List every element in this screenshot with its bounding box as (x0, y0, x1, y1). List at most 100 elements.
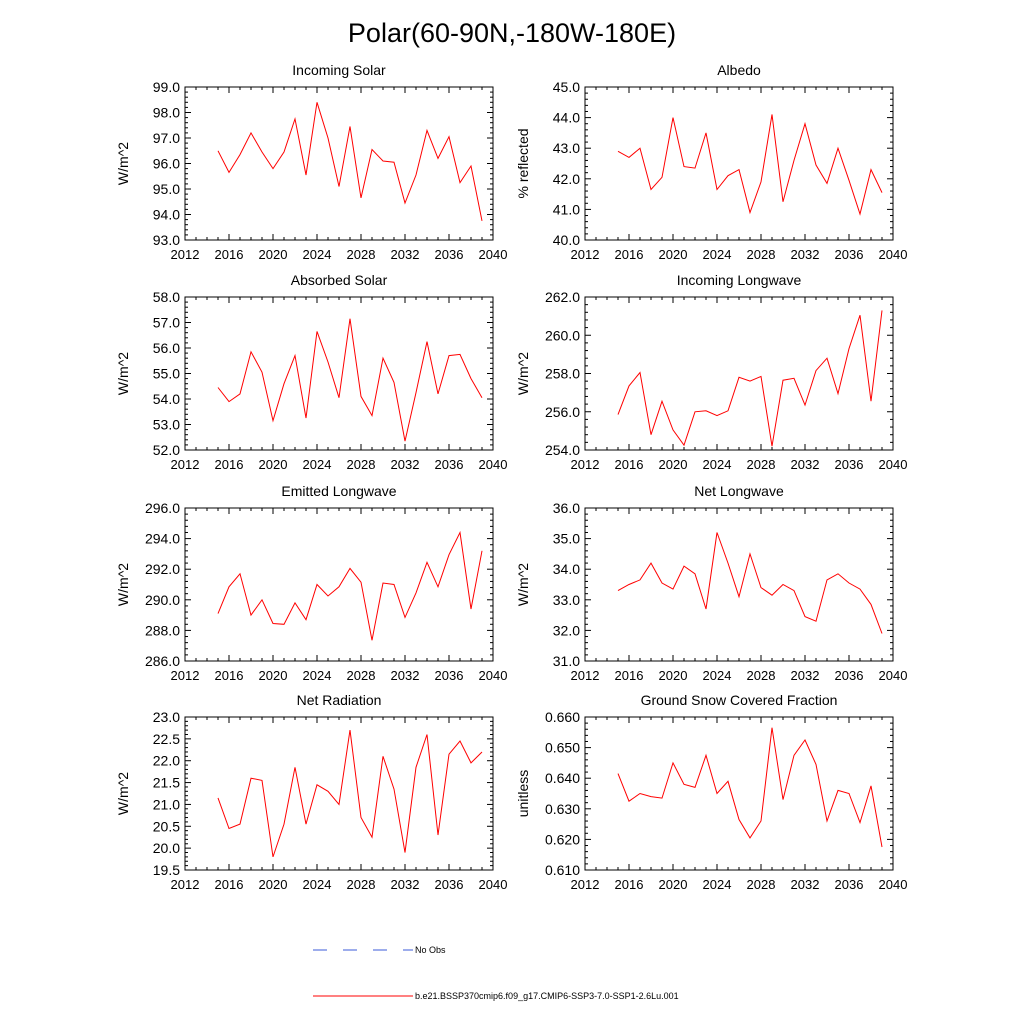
x-tick-label: 2040 (879, 247, 908, 262)
y-tick-label: 0.650 (545, 740, 580, 756)
y-tick-label: 258.0 (545, 366, 580, 382)
y-tick-label: 0.630 (545, 801, 580, 817)
y-tick-label: 22.5 (153, 731, 180, 747)
x-tick-label: 2012 (571, 247, 600, 262)
panel-title: Incoming Solar (292, 62, 386, 78)
series-line (617, 114, 883, 216)
x-tick-label: 2028 (747, 457, 776, 472)
x-tick-label: 2020 (659, 247, 688, 262)
y-tick-label: 262.0 (545, 289, 580, 305)
plot-frame (584, 507, 894, 662)
series-line (617, 532, 883, 634)
y-tick-label: 292.0 (145, 561, 180, 577)
y-tick-label: 288.0 (145, 622, 180, 638)
plot-frame (184, 296, 494, 451)
y-tick-label: 98.0 (153, 105, 180, 121)
series-line (217, 730, 483, 858)
x-tick-label: 2024 (303, 457, 332, 472)
x-tick-label: 2032 (791, 877, 820, 892)
plot-frame (584, 296, 894, 451)
plot-frame (584, 86, 894, 241)
x-tick-label: 2016 (615, 668, 644, 683)
y-tick-label: 0.660 (545, 709, 580, 725)
y-tick-label: 55.0 (153, 366, 180, 382)
x-tick-label: 2024 (703, 247, 732, 262)
x-tick-label: 2020 (259, 668, 288, 683)
panel-title: Absorbed Solar (291, 272, 388, 288)
plot-frame (584, 716, 894, 871)
x-tick-label: 2012 (571, 457, 600, 472)
series-line (217, 102, 483, 221)
y-tick-label: 40.0 (553, 232, 580, 248)
panel-title: Net Longwave (694, 483, 784, 499)
panel-title: Emitted Longwave (281, 483, 396, 499)
x-tick-label: 2028 (347, 457, 376, 472)
x-tick-label: 2012 (171, 877, 200, 892)
x-tick-label: 2016 (215, 877, 244, 892)
x-tick-label: 2036 (835, 247, 864, 262)
x-tick-label: 2024 (303, 247, 332, 262)
y-tick-label: 0.640 (545, 770, 580, 786)
x-tick-label: 2024 (303, 877, 332, 892)
y-tick-label: 58.0 (153, 289, 180, 305)
y-tick-label: 93.0 (153, 232, 180, 248)
x-tick-label: 2028 (747, 668, 776, 683)
panel-title: Ground Snow Covered Fraction (641, 692, 838, 708)
y-tick-label: 56.0 (153, 340, 180, 356)
y-tick-label: 21.0 (153, 796, 180, 812)
y-axis-label: W/m^2 (115, 142, 131, 185)
x-tick-label: 2028 (747, 877, 776, 892)
y-tick-label: 53.0 (153, 417, 180, 433)
y-tick-label: 52.0 (153, 442, 180, 458)
x-tick-label: 2012 (171, 457, 200, 472)
x-tick-label: 2032 (791, 457, 820, 472)
x-tick-label: 2020 (259, 247, 288, 262)
x-tick-label: 2040 (879, 457, 908, 472)
x-tick-label: 2012 (171, 247, 200, 262)
x-tick-label: 2028 (747, 247, 776, 262)
y-tick-label: 97.0 (153, 130, 180, 146)
x-tick-label: 2032 (391, 457, 420, 472)
series-line (217, 318, 483, 442)
y-tick-label: 23.0 (153, 709, 180, 725)
x-tick-label: 2028 (347, 668, 376, 683)
y-axis-label: W/m^2 (515, 352, 531, 395)
x-tick-label: 2040 (479, 457, 508, 472)
y-tick-label: 95.0 (153, 181, 180, 197)
x-tick-label: 2024 (703, 877, 732, 892)
panel-1: 2012 2016 2020 2024 2028 2032 2036 2040 93.0 94.0… (115, 62, 507, 262)
y-tick-label: 31.0 (553, 653, 580, 669)
y-tick-label: 35.0 (553, 531, 580, 547)
x-tick-label: 2020 (659, 457, 688, 472)
panels-group: 2012 2016 2020 2024 2028 2032 2036 2040 93.0 94.0… (115, 62, 907, 892)
panel-3: 2012 2016 2020 2024 2028 2032 2036 2040 52.0 53.0… (115, 272, 507, 472)
series-line (617, 727, 883, 848)
y-axis-label: W/m^2 (115, 352, 131, 395)
y-axis-label: unitless (515, 770, 531, 817)
y-tick-label: 41.0 (553, 201, 580, 217)
y-tick-label: 45.0 (553, 79, 580, 95)
x-tick-label: 2036 (435, 457, 464, 472)
panel-6: 2012 2016 2020 2024 2028 2032 2036 2040 31.0 32.0… (515, 483, 907, 683)
panel-4: 2012 2016 2020 2024 2028 2032 2036 2040 254.0 256… (515, 272, 907, 472)
y-tick-label: 57.0 (153, 315, 180, 331)
x-tick-label: 2024 (303, 668, 332, 683)
y-axis-label: W/m^2 (515, 563, 531, 606)
y-tick-label: 0.620 (545, 831, 580, 847)
y-tick-label: 96.0 (153, 156, 180, 172)
y-axis-label: W/m^2 (115, 772, 131, 815)
y-tick-label: 254.0 (545, 442, 580, 458)
x-tick-label: 2036 (835, 668, 864, 683)
y-tick-label: 42.0 (553, 171, 580, 187)
y-tick-label: 20.5 (153, 818, 180, 834)
y-tick-label: 260.0 (545, 327, 580, 343)
plot-frame (184, 86, 494, 241)
y-tick-label: 44.0 (553, 110, 580, 126)
x-tick-label: 2032 (391, 668, 420, 683)
x-tick-label: 2012 (571, 877, 600, 892)
x-tick-label: 2020 (259, 457, 288, 472)
x-tick-label: 2036 (835, 457, 864, 472)
legend-obs-label: No Obs (415, 945, 446, 955)
y-tick-label: 290.0 (145, 592, 180, 608)
